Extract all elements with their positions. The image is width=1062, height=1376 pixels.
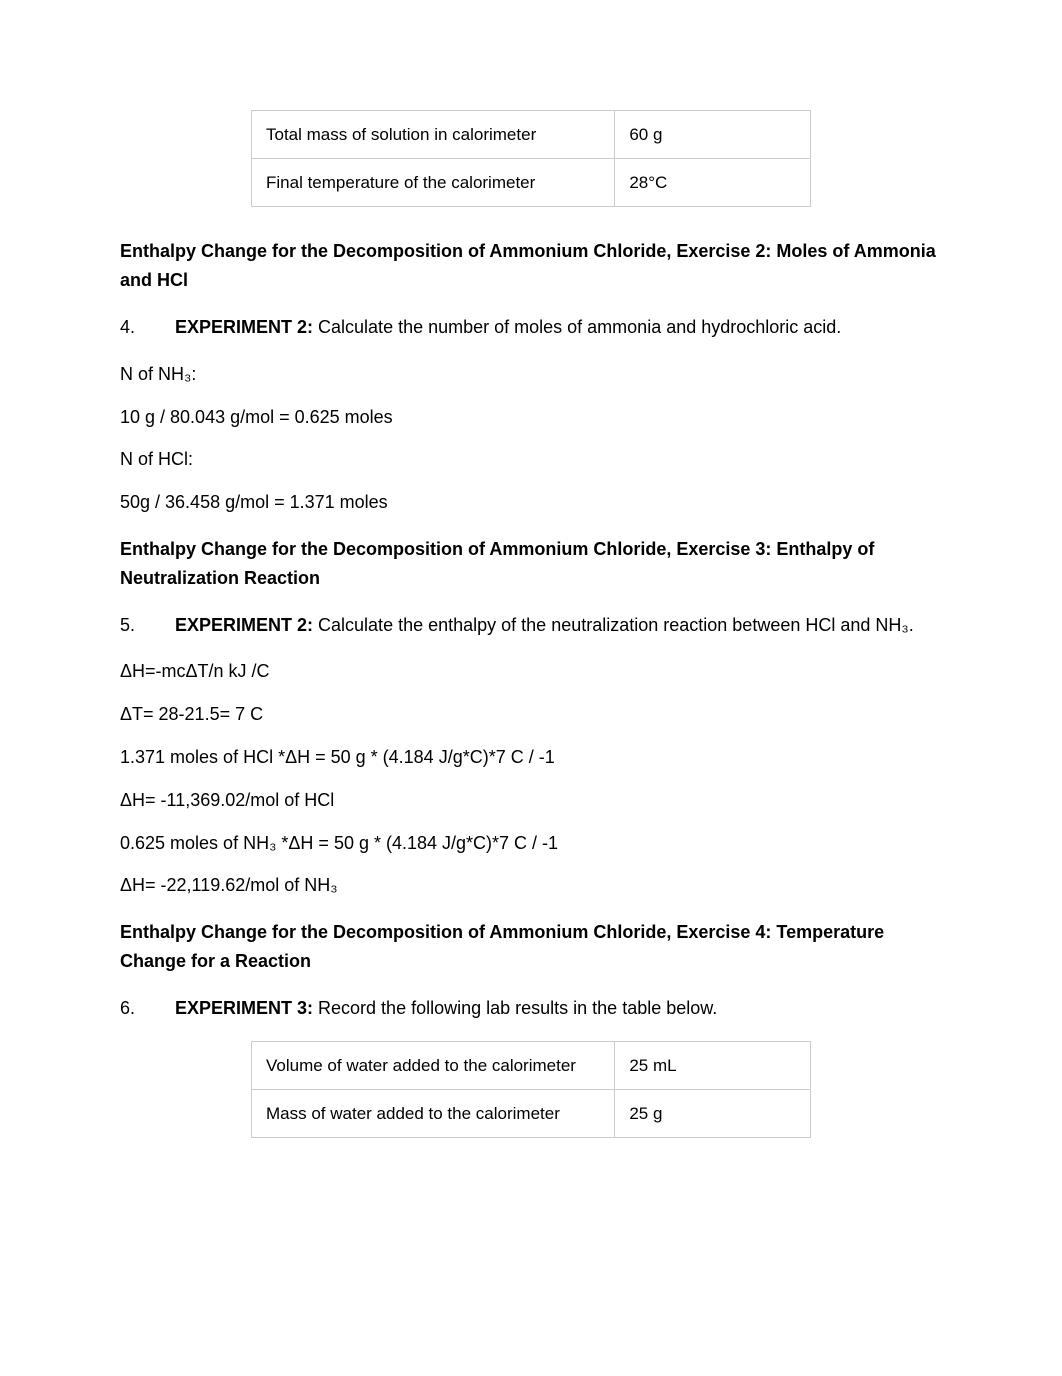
numbered-item-4: 4. EXPERIMENT 2: Calculate the number of…	[120, 313, 942, 342]
calculation-line: 50g / 36.458 g/mol = 1.371 moles	[120, 488, 942, 517]
calculation-line: ΔT= 28-21.5= 7 C	[120, 700, 942, 729]
calculation-line: 0.625 moles of NH₃ *ΔH = 50 g * (4.184 J…	[120, 829, 942, 858]
experiment-label: EXPERIMENT 2:	[175, 615, 313, 635]
table-cell-label: Volume of water added to the calorimeter	[252, 1041, 615, 1089]
numbered-item-6: 6. EXPERIMENT 3: Record the following la…	[120, 994, 942, 1023]
calculation-line: N of HCl:	[120, 445, 942, 474]
table-row: Final temperature of the calorimeter 28°…	[252, 159, 811, 207]
table-cell-label: Total mass of solution in calorimeter	[252, 111, 615, 159]
experiment-label: EXPERIMENT 2:	[175, 317, 313, 337]
section-heading-1: Enthalpy Change for the Decomposition of…	[120, 237, 942, 295]
table-cell-label: Mass of water added to the calorimeter	[252, 1089, 615, 1137]
results-table-1: Total mass of solution in calorimeter 60…	[251, 110, 811, 207]
results-table-2: Volume of water added to the calorimeter…	[251, 1041, 811, 1138]
calculation-line: 1.371 moles of HCl *ΔH = 50 g * (4.184 J…	[120, 743, 942, 772]
item-number: 6.	[120, 994, 175, 1023]
item-text: Calculate the number of moles of ammonia…	[313, 317, 841, 337]
item-content: EXPERIMENT 2: Calculate the number of mo…	[175, 313, 942, 342]
item-number: 5.	[120, 611, 175, 640]
table-row: Total mass of solution in calorimeter 60…	[252, 111, 811, 159]
item-number: 4.	[120, 313, 175, 342]
table-row: Volume of water added to the calorimeter…	[252, 1041, 811, 1089]
section-heading-3: Enthalpy Change for the Decomposition of…	[120, 918, 942, 976]
calculation-line: 10 g / 80.043 g/mol = 0.625 moles	[120, 403, 942, 432]
calculation-line: N of NH₃:	[120, 360, 942, 389]
table-cell-value: 28°C	[615, 159, 811, 207]
table-cell-value: 25 mL	[615, 1041, 811, 1089]
item-content: EXPERIMENT 3: Record the following lab r…	[175, 994, 942, 1023]
calculation-line: ΔH=-mcΔT/n kJ /C	[120, 657, 942, 686]
item-content: EXPERIMENT 2: Calculate the enthalpy of …	[175, 611, 942, 640]
table-row: Mass of water added to the calorimeter 2…	[252, 1089, 811, 1137]
section-heading-2: Enthalpy Change for the Decomposition of…	[120, 535, 942, 593]
table-cell-label: Final temperature of the calorimeter	[252, 159, 615, 207]
calculation-line: ΔH= -22,119.62/mol of NH₃	[120, 871, 942, 900]
calculation-line: ΔH= -11,369.02/mol of HCl	[120, 786, 942, 815]
item-text: Record the following lab results in the …	[313, 998, 717, 1018]
item-text: Calculate the enthalpy of the neutraliza…	[313, 615, 914, 635]
experiment-label: EXPERIMENT 3:	[175, 998, 313, 1018]
numbered-item-5: 5. EXPERIMENT 2: Calculate the enthalpy …	[120, 611, 942, 640]
table-cell-value: 25 g	[615, 1089, 811, 1137]
table-cell-value: 60 g	[615, 111, 811, 159]
